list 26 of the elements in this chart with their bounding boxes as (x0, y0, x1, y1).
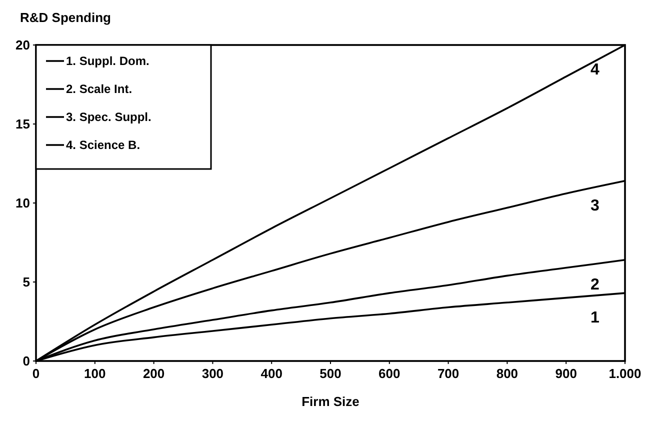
y-tick-label: 0 (22, 354, 30, 369)
x-tick-label: 500 (320, 366, 342, 381)
y-axis-title: R&D Spending (20, 10, 112, 25)
annotation: 3 (590, 197, 600, 214)
x-tick-label: 600 (378, 366, 400, 381)
legend-label: 3. Spec. Suppl. (66, 110, 152, 124)
annotation: 4 (590, 62, 600, 79)
y-tick-label: 10 (16, 196, 30, 211)
y-tick-label: 5 (22, 274, 30, 290)
x-tick-label: 200 (142, 366, 165, 381)
annotation: 1 (590, 310, 600, 327)
x-tick-label: 900 (555, 366, 577, 381)
x-tick-label: 100 (84, 366, 106, 381)
legend-label: 1. Suppl. Dom. (66, 54, 150, 68)
x-tick-label: 800 (496, 366, 518, 381)
legend-label: 4. Science B. (66, 138, 140, 152)
y-tick-label: 15 (16, 116, 30, 132)
x-tick-label: 1.000 (608, 366, 642, 381)
legend-label: 2. Scale Int. (66, 82, 132, 96)
x-tick-label: 0 (32, 366, 40, 381)
x-tick-label: 700 (437, 366, 460, 381)
y-tick-label: 20 (16, 38, 30, 53)
x-tick-label: 300 (202, 366, 224, 381)
x-axis-title: Firm Size (302, 394, 360, 409)
annotation: 2 (590, 276, 600, 294)
x-tick-label: 400 (260, 366, 282, 381)
